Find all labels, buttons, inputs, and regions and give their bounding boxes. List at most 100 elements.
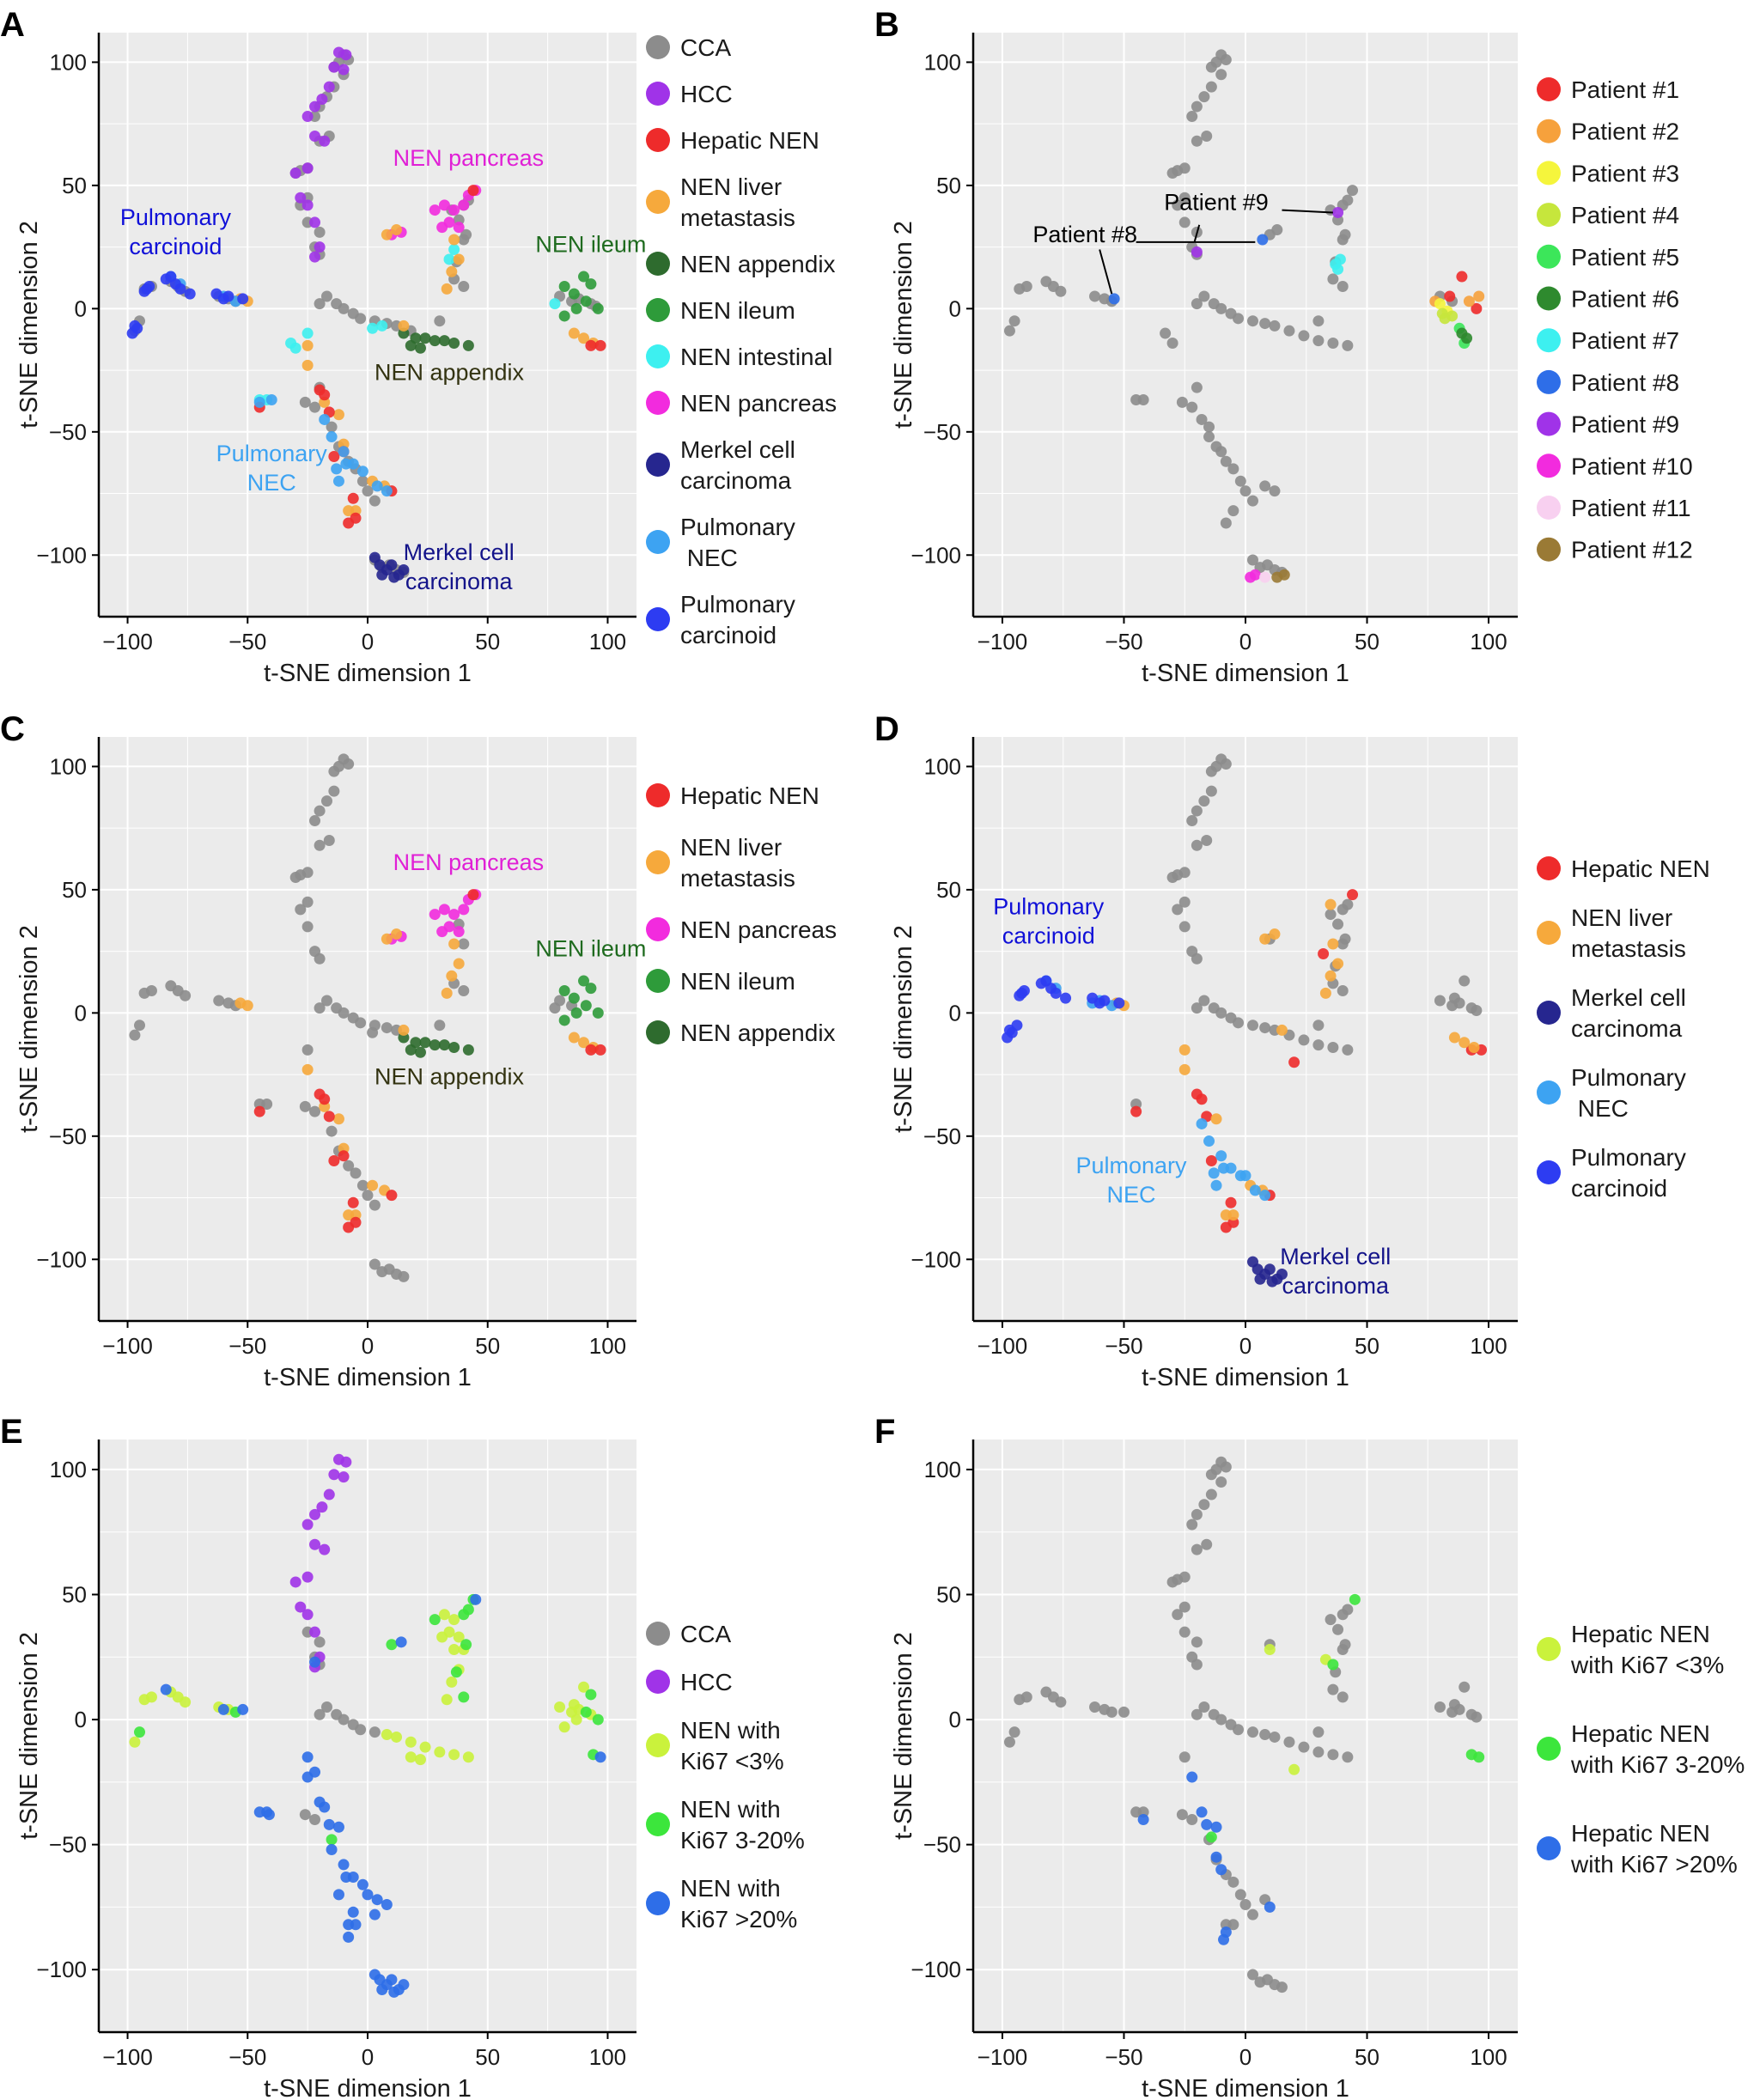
data-point [1325,898,1337,910]
x-tick-label: 100 [589,629,626,654]
data-point [368,1258,381,1270]
legend-label: Patient #10 [1571,453,1693,479]
cluster-label: Merkel cell carcinoma [404,539,515,594]
data-point [1118,1706,1130,1718]
series-nen-with-ki67-20- [160,1593,606,1998]
data-point [1249,1184,1261,1196]
data-point [1332,918,1344,930]
data-point [316,1501,328,1513]
data-point [558,985,570,997]
legend-item: NEN liver metastasis [646,834,795,892]
data-point [386,1190,398,1202]
data-point [414,1754,426,1766]
data-point [1234,475,1246,487]
data-point [594,1044,606,1056]
series-hepatic-nen [253,889,606,1233]
legend-swatch [646,1733,670,1757]
y-tick-label: −50 [49,1123,87,1149]
legend-item: Hepatic NEN [646,127,819,154]
data-point [441,987,453,999]
series-nen-ileum [558,271,604,322]
data-point [458,234,470,246]
data-point [1246,495,1258,507]
legend-swatch [1537,537,1561,562]
panel-e: E −100 −50 0 50 100 −100 −50 0 50 100 t-SNE dimens… [0,1413,805,2100]
legend-label: Pulmonary carcinoid [680,591,795,648]
data-point [323,1818,335,1830]
panel-b: B −100 −50 0 50 100 −100 −50 0 50 100 t-SNE dimens… [874,6,1693,687]
legend-item: NEN intestinal [646,344,832,370]
data-point [434,1746,446,1758]
data-point [338,1713,350,1726]
cluster-label: NEN ileum [535,231,646,257]
panel-e-letter: E [0,1413,23,1451]
panel-a-plot: −100 −50 0 50 100 −100 −50 0 50 100 t-SNE dimensio… [15,33,837,687]
y-tick-label: 50 [62,173,87,198]
data-point [328,785,340,797]
cluster-label: Pulmonary NEC [216,441,328,496]
data-point [1239,1170,1251,1182]
y-tick-label: 100 [50,1457,87,1482]
data-point [594,1751,606,1763]
data-point [134,1020,146,1032]
data-point [1191,381,1203,393]
legend-item: CCA [646,34,731,61]
legend-label: Hepatic NEN [680,782,819,809]
data-point [309,401,321,413]
data-point [343,1160,355,1172]
legend-swatch [1537,1160,1561,1184]
legend-swatch [646,128,670,152]
data-point [1215,1476,1227,1488]
data-point [1176,396,1188,408]
data-point [367,1026,379,1038]
data-point [1055,285,1067,297]
data-point [299,1100,311,1112]
data-point [1215,69,1227,81]
y-tick-label: −100 [910,1246,961,1272]
data-point [1332,206,1344,218]
data-point [1342,1751,1354,1763]
legend-item: NEN ileum [646,968,795,995]
x-tick-label: −50 [1105,1333,1142,1359]
legend-item: Pulmonary carcinoid [1537,1144,1686,1202]
data-point [347,1906,359,1918]
legend-label: NEN liver metastasis [680,173,795,231]
legend-swatch [646,35,670,59]
data-point [578,271,590,283]
data-point [585,278,597,290]
data-point [398,320,410,332]
legend-label: Hepatic NEN [1571,855,1710,882]
x-tick-label: 0 [362,1333,374,1359]
y-tick-label: 0 [949,1707,961,1732]
panel-a: A −100 −50 0 50 100 −100 −50 0 50 100 t-SNE dimens… [0,6,837,687]
cluster-label: Pulmonary carcinoid [120,204,232,259]
data-point [441,283,453,295]
data-point [429,335,441,347]
data-point [332,1113,344,1125]
data-point [295,1601,307,1613]
data-point [1003,325,1015,337]
legend-label: Patient #6 [1571,286,1679,313]
x-tick-label: −100 [977,2044,1028,2070]
data-point [1205,785,1217,797]
y-tick-label: 0 [949,295,961,321]
data-point [1198,91,1210,103]
data-point [1246,1020,1258,1032]
legend-swatch [646,391,670,415]
data-point [338,302,350,314]
data-point [332,409,344,421]
data-point [448,243,460,255]
data-point [436,222,448,234]
legend-item: NEN pancreas [646,390,837,417]
legend-swatch [1537,1836,1561,1860]
legend-label: NEN appendix [680,251,836,277]
data-point [448,1749,460,1761]
data-point [578,1037,590,1049]
legend-item: Pulmonary carcinoid [646,591,795,648]
series-nen-liver-metastasis [234,224,600,517]
data-point [441,1694,453,1706]
data-point [376,320,388,332]
data-point [398,1024,410,1036]
data-point [443,253,455,265]
series-nen-with-ki67-3-20- [134,1593,604,1846]
